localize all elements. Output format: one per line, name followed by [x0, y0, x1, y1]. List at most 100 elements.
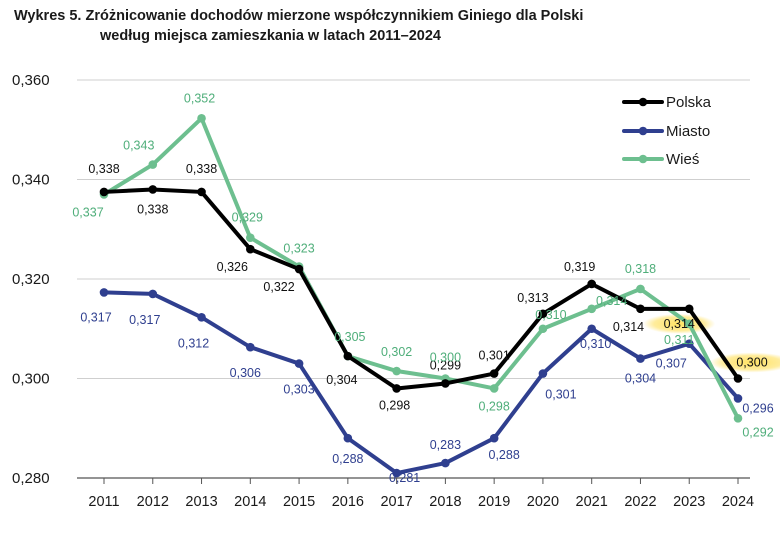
data-label: 0,298: [479, 399, 510, 413]
x-tick-label: 2024: [722, 494, 754, 510]
data-point: [294, 264, 304, 274]
series-line-wieś: [102, 116, 740, 421]
data-label: 0,296: [742, 401, 773, 415]
data-point: [197, 313, 206, 322]
data-point: [148, 289, 158, 299]
data-point: [246, 244, 255, 254]
legend-marker: [638, 126, 648, 136]
data-point: [343, 433, 353, 443]
y-tick-label: 0,280: [12, 470, 50, 487]
data-point: [489, 433, 499, 443]
y-tick-label: 0,300: [12, 371, 50, 388]
data-point: [148, 185, 158, 194]
y-tick-label: 0,360: [12, 72, 50, 89]
data-label: 0,337: [72, 205, 103, 219]
data-label: 0,338: [137, 202, 168, 216]
data-label: 0,298: [379, 398, 410, 412]
legend-label: Wieś: [666, 151, 699, 168]
axes: 0,280 0,300 0,320 0,340 0,360 2011 2012 2013 201…: [12, 72, 754, 510]
data-point: [441, 379, 450, 388]
data-point: [197, 187, 206, 197]
data-label: 0,307: [656, 357, 687, 371]
data-point: [587, 279, 596, 289]
data-point: [197, 114, 206, 123]
data-label: 0,313: [517, 291, 548, 305]
data-label: 0,302: [381, 345, 412, 359]
data-label: 0,292: [742, 425, 773, 439]
x-tick-label: 2012: [137, 494, 169, 510]
data-point: [733, 394, 743, 403]
data-label: 0,314: [613, 320, 644, 334]
data-label: 0,317: [80, 310, 111, 324]
data-label: 0,312: [178, 336, 209, 350]
data-label: 0,322: [263, 280, 294, 294]
data-point: [684, 319, 694, 329]
data-label: 0,304: [625, 372, 656, 386]
data-label: 0,304: [326, 373, 357, 387]
data-label: 0,323: [283, 242, 314, 256]
data-point: [733, 374, 743, 383]
data-label: 0,314: [664, 317, 695, 331]
data-label: 0,300: [430, 351, 461, 365]
highlight-marker: [710, 352, 780, 373]
data-point: [489, 384, 499, 393]
data-label: 0,300: [736, 356, 767, 370]
chart-title: Wykres 5. Zróżnicowanie dochodów mierzon…: [14, 6, 754, 46]
data-point: [636, 304, 645, 314]
data-point: [99, 187, 109, 197]
data-label: 0,338: [186, 162, 217, 176]
legend-marker: [638, 97, 648, 107]
data-point: [392, 468, 401, 478]
series-line-miasto: [102, 290, 740, 476]
data-label: 0,301: [479, 349, 510, 363]
data-point: [294, 359, 304, 368]
data-label: 0,288: [489, 448, 520, 462]
data-point: [636, 284, 645, 294]
series-group: [99, 114, 743, 478]
data-label: 0,338: [88, 162, 119, 176]
data-point: [636, 354, 645, 363]
data-label: 0,311: [664, 333, 694, 347]
data-label: 0,352: [184, 91, 215, 105]
data-label: 0,303: [283, 383, 314, 397]
x-tick-label: 2014: [234, 494, 266, 510]
legend-label: Polska: [666, 94, 712, 111]
data-point: [538, 369, 548, 378]
data-point: [684, 339, 694, 348]
x-tick-label: 2019: [478, 494, 510, 510]
data-label: 0,306: [230, 366, 261, 380]
data-label: 0,319: [564, 260, 595, 274]
data-point: [148, 160, 158, 169]
data-point: [587, 324, 596, 334]
data-label: 0,310: [580, 337, 611, 351]
x-tick-label: 2020: [527, 494, 559, 510]
data-point: [684, 304, 694, 314]
data-label: 0,305: [334, 330, 365, 344]
data-label: 0,283: [430, 438, 461, 452]
data-point: [343, 351, 353, 361]
data-label: 0,318: [625, 262, 656, 276]
data-label: 0,281: [389, 471, 420, 485]
data-label: 0,329: [232, 211, 263, 225]
data-point: [489, 369, 499, 378]
legend-label: Miasto: [666, 123, 710, 140]
data-label: 0,317: [129, 313, 160, 327]
x-tick-label: 2022: [624, 494, 656, 510]
data-point: [392, 366, 401, 376]
legend: Polska Miasto Wieś: [622, 94, 712, 168]
data-point: [246, 233, 255, 243]
y-tick-label: 0,340: [12, 172, 50, 189]
y-tick-label: 0,320: [12, 271, 50, 288]
x-tick-label: 2015: [283, 494, 315, 510]
data-point: [246, 342, 255, 352]
data-point: [99, 288, 109, 297]
data-label: 0,314: [596, 294, 627, 308]
data-point: [441, 458, 450, 468]
data-labels: 0,338 0,338 0,338 0,326 0,322 0,304 0,298 0,299…: [72, 91, 773, 485]
x-tick-label: 2013: [185, 494, 217, 510]
title-line-2: według miejsca zamieszkania w latach 201…: [100, 28, 441, 44]
data-label: 0,310: [535, 308, 566, 322]
data-label: 0,288: [332, 452, 363, 466]
legend-marker: [638, 154, 648, 164]
